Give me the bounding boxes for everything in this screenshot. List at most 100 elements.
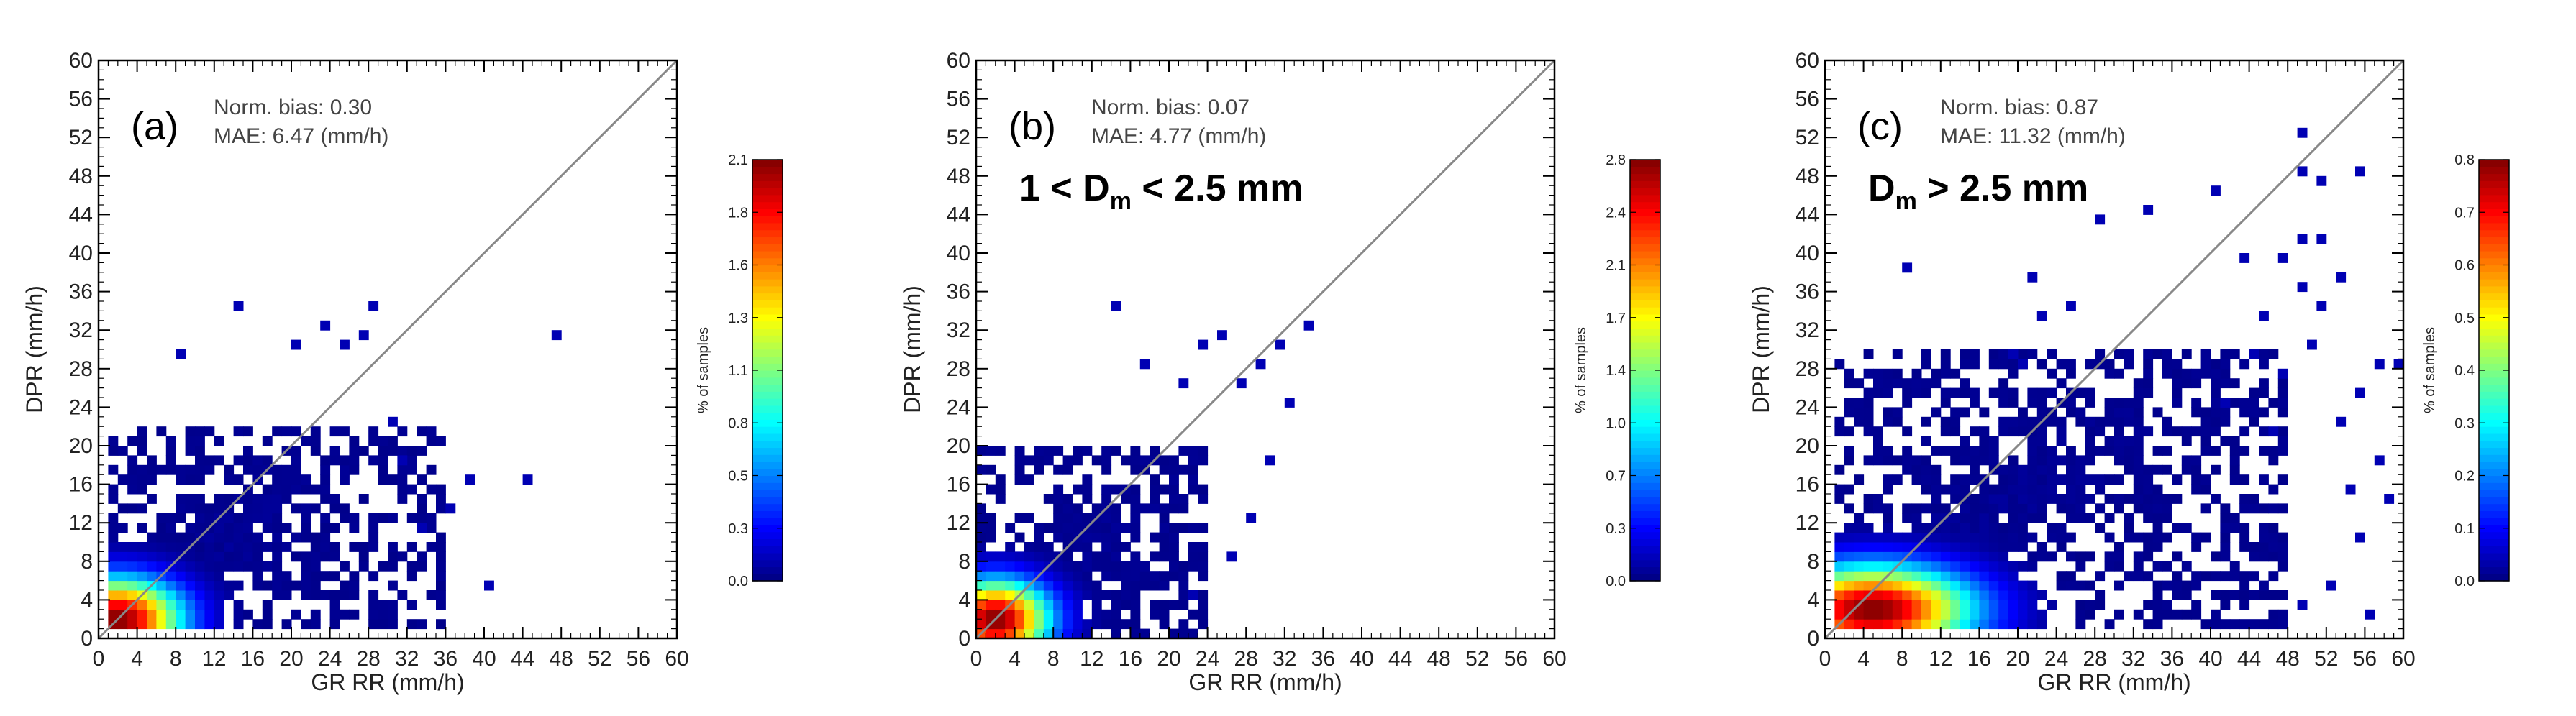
heatmap-cell bbox=[1101, 494, 1112, 504]
colorbar-segment bbox=[2479, 559, 2509, 568]
heatmap-cell bbox=[1043, 619, 1054, 630]
heatmap-cell bbox=[1101, 455, 1112, 466]
colorbar-segment bbox=[2479, 475, 2509, 483]
colorbar-title: % of samples bbox=[696, 327, 711, 413]
heatmap-cell bbox=[272, 474, 283, 485]
heatmap-cell bbox=[1960, 436, 1970, 446]
heatmap-cell bbox=[1921, 571, 1931, 582]
colorbar-segment bbox=[1630, 216, 1660, 224]
heatmap-cell bbox=[2277, 407, 2288, 418]
heatmap-cell bbox=[2095, 503, 2106, 514]
x-tick-label: 40 bbox=[472, 647, 496, 671]
heatmap-cell bbox=[1998, 484, 2009, 495]
heatmap-cell bbox=[156, 551, 167, 562]
heatmap-cell bbox=[1911, 580, 1922, 591]
heatmap-cell bbox=[1998, 571, 2009, 582]
heatmap-cell bbox=[1960, 532, 1970, 543]
heatmap-cell bbox=[349, 464, 360, 475]
heatmap-cell bbox=[1014, 455, 1025, 466]
heatmap-cell bbox=[262, 455, 273, 466]
heatmap-cell bbox=[1024, 600, 1034, 610]
heatmap-cell bbox=[1873, 561, 1883, 572]
heatmap-cell bbox=[1844, 407, 1854, 418]
heatmap-cell bbox=[2162, 416, 2172, 427]
heatmap-cell bbox=[117, 561, 128, 572]
heatmap-cell bbox=[2277, 619, 2288, 630]
heatmap-cell bbox=[1950, 474, 1961, 485]
heatmap-cell bbox=[1053, 532, 1064, 543]
y-tick-label: 56 bbox=[947, 88, 970, 111]
heatmap-cell bbox=[436, 571, 446, 582]
heatmap-cell bbox=[2114, 609, 2124, 620]
heatmap-cell bbox=[1024, 590, 1034, 600]
heatmap-cell bbox=[2181, 368, 2192, 379]
heatmap-cell bbox=[1998, 398, 2009, 408]
heatmap-cell bbox=[272, 571, 283, 582]
heatmap-cell bbox=[2143, 387, 2154, 398]
heatmap-cell bbox=[214, 561, 224, 572]
heatmap-cell bbox=[117, 571, 128, 582]
colorbar-segment bbox=[2479, 173, 2509, 181]
heatmap-cell bbox=[340, 561, 350, 572]
heatmap-cell bbox=[2162, 513, 2172, 523]
heatmap-cell bbox=[1121, 542, 1131, 552]
heatmap-cell bbox=[2066, 368, 2076, 379]
heatmap-cell bbox=[986, 484, 996, 495]
heatmap-cell bbox=[1844, 590, 1854, 600]
x-tick-label: 36 bbox=[1311, 647, 1335, 671]
heatmap-cell bbox=[291, 503, 301, 514]
heatmap-cell bbox=[976, 542, 986, 552]
heatmap-cell bbox=[388, 416, 398, 427]
heatmap-cell bbox=[2047, 349, 2057, 359]
heatmap-cell bbox=[204, 426, 215, 437]
heatmap-cell bbox=[1053, 523, 1064, 533]
heatmap-cell bbox=[224, 464, 235, 475]
heatmap-cell bbox=[262, 580, 273, 591]
heatmap-cell bbox=[2075, 464, 2086, 475]
heatmap-cell bbox=[2374, 455, 2385, 466]
heatmap-cell bbox=[2027, 416, 2038, 427]
heatmap-cell bbox=[281, 523, 292, 533]
heatmap-cell bbox=[1979, 609, 1990, 620]
heatmap-cell bbox=[165, 551, 176, 562]
heatmap-cell bbox=[165, 619, 176, 630]
colorbar-segment bbox=[752, 349, 783, 357]
y-tick-label: 12 bbox=[947, 511, 970, 535]
heatmap-cell bbox=[2211, 407, 2221, 418]
heatmap-cell bbox=[1178, 561, 1189, 572]
heatmap-cell bbox=[1130, 609, 1141, 620]
heatmap-cell bbox=[1188, 628, 1198, 639]
heatmap-cell bbox=[1091, 590, 1102, 600]
heatmap-cell bbox=[2066, 446, 2076, 456]
heatmap-cell bbox=[1043, 446, 1054, 456]
heatmap-cell bbox=[2036, 590, 2047, 600]
heatmap-cell bbox=[397, 484, 408, 495]
x-axis-label: GR RR (mm/h) bbox=[2037, 669, 2190, 695]
heatmap-cell bbox=[1970, 455, 1980, 466]
heatmap-cell bbox=[1921, 416, 1931, 427]
heatmap-cell bbox=[2085, 426, 2095, 437]
heatmap-cell bbox=[2104, 359, 2115, 370]
heatmap-cell bbox=[185, 464, 196, 475]
heatmap-cell bbox=[301, 561, 311, 572]
heatmap-cell bbox=[1883, 513, 1893, 523]
heatmap-cell bbox=[1873, 436, 1883, 446]
heatmap-cell bbox=[1970, 513, 1980, 523]
heatmap-cell bbox=[1854, 609, 1865, 620]
heatmap-cell bbox=[2124, 455, 2134, 466]
heatmap-cell bbox=[1892, 368, 1903, 379]
heatmap-cell bbox=[2104, 561, 2115, 572]
heatmap-cell bbox=[986, 523, 996, 533]
heatmap-cell bbox=[2172, 368, 2183, 379]
heatmap-cell bbox=[1911, 590, 1922, 600]
heatmap-cell bbox=[2095, 590, 2106, 600]
heatmap-cell bbox=[1970, 494, 1980, 504]
heatmap-cell bbox=[1873, 494, 1883, 504]
heatmap-cell bbox=[1970, 359, 1980, 370]
heatmap-cell bbox=[243, 561, 253, 572]
colorbar-segment bbox=[1630, 328, 1660, 336]
heatmap-cell bbox=[1873, 455, 1883, 466]
heatmap-cell bbox=[1198, 609, 1209, 620]
heatmap-cell bbox=[1940, 416, 1951, 427]
heatmap-cell bbox=[445, 503, 456, 514]
